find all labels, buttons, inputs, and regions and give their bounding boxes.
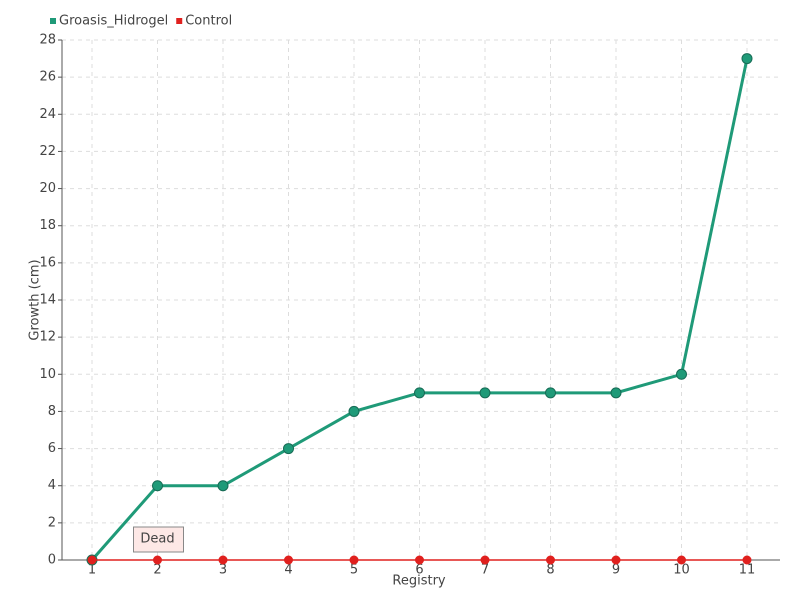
data-point	[152, 480, 163, 492]
y-tick-label: 16	[39, 255, 56, 270]
series-line	[90, 58, 749, 561]
data-point	[153, 555, 162, 565]
legend-label: Groasis_Hidrogel	[59, 14, 168, 29]
data-point	[545, 387, 556, 399]
y-tick-label: 12	[39, 330, 56, 345]
annotation: Dead	[140, 532, 174, 547]
data-point	[284, 555, 293, 565]
y-tick-label: 26	[39, 70, 56, 85]
y-tick-label: 20	[39, 181, 56, 196]
legend-swatch	[50, 18, 56, 24]
data-point	[218, 555, 228, 565]
x-tick-label: 9	[612, 563, 620, 578]
y-tick-label: 8	[48, 404, 56, 419]
x-tick-label: 11	[739, 563, 756, 578]
data-point	[611, 555, 621, 565]
x-tick-label: 8	[546, 563, 554, 578]
y-tick-label: 22	[39, 144, 56, 159]
legend-label: Control	[185, 14, 232, 29]
x-axis-label: Registry	[392, 574, 446, 589]
y-tick-label: 28	[39, 33, 56, 48]
annotation-box	[133, 526, 184, 553]
data-point	[741, 53, 753, 65]
x-tick-label: 3	[219, 563, 227, 578]
y-tick-label: 14	[39, 293, 56, 308]
x-tick-label: 6	[415, 563, 423, 578]
y-tick-label: 6	[48, 441, 56, 456]
data-point	[676, 368, 687, 380]
data-point	[87, 555, 97, 565]
data-point	[480, 555, 490, 565]
data-point	[479, 387, 491, 399]
y-tick-label: 10	[39, 367, 56, 382]
data-point	[217, 480, 229, 492]
data-point	[415, 555, 424, 565]
y-tick-label: 24	[39, 107, 56, 122]
x-tick-label: 5	[350, 563, 358, 578]
x-tick-label: 1	[88, 563, 96, 578]
data-point	[348, 405, 360, 417]
legend-swatch	[176, 18, 183, 24]
x-tick-label: 2	[153, 563, 161, 578]
data-point	[349, 555, 359, 565]
x-tick-label: 4	[284, 563, 292, 578]
y-tick-label: 0	[48, 553, 56, 568]
data-point	[610, 387, 622, 399]
x-tick-label: 7	[481, 563, 489, 578]
y-tick-label: 18	[39, 218, 56, 233]
x-tick-label: 10	[673, 563, 690, 578]
data-point	[283, 443, 294, 455]
data-point	[546, 555, 555, 565]
y-axis-label: Growth (cm)	[28, 259, 43, 340]
data-point	[677, 555, 686, 565]
data-point	[414, 387, 425, 399]
y-tick-label: 4	[48, 478, 56, 493]
y-tick-label: 2	[48, 515, 56, 530]
data-point	[742, 555, 752, 565]
